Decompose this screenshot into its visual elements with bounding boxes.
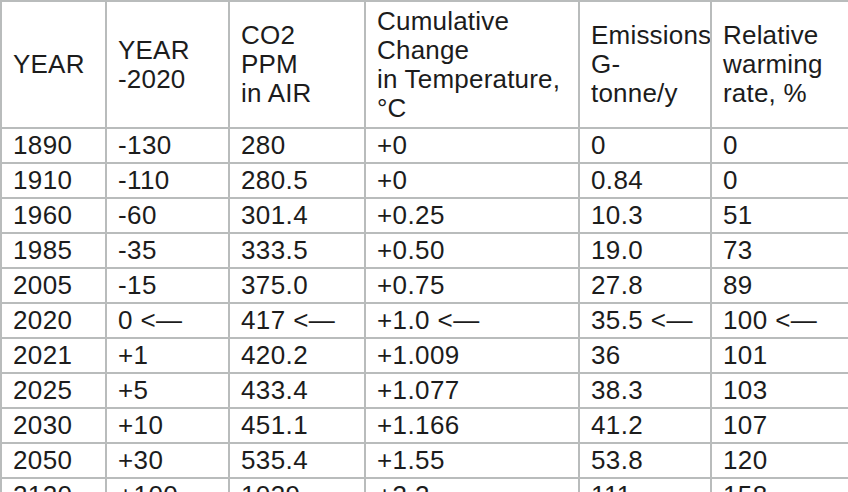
- table-cell: +0.75: [365, 268, 579, 303]
- table-cell: +100: [106, 478, 229, 492]
- header-row: YEARYEAR -2020CO2 PPM in AIRCumulative C…: [1, 1, 848, 128]
- table-cell: 280.5: [229, 163, 365, 198]
- climate-data-table-container: YEARYEAR -2020CO2 PPM in AIRCumulative C…: [0, 0, 848, 492]
- table-cell: 2030: [1, 408, 106, 443]
- table-cell: 120: [711, 443, 848, 478]
- table-cell: +1.077: [365, 373, 579, 408]
- table-cell: 19.0: [579, 233, 711, 268]
- table-cell: +1.009: [365, 338, 579, 373]
- table-cell: +30: [106, 443, 229, 478]
- table-cell: 451.1: [229, 408, 365, 443]
- table-cell: 158: [711, 478, 848, 492]
- table-cell: 41.2: [579, 408, 711, 443]
- table-row-1985: 1985-35333.5+0.5019.073: [1, 233, 848, 268]
- table-cell: 535.4: [229, 443, 365, 478]
- table-cell: 333.5: [229, 233, 365, 268]
- table-cell: -15: [106, 268, 229, 303]
- table-cell: 2021: [1, 338, 106, 373]
- table-row-2021: 2021+1420.2+1.00936101: [1, 338, 848, 373]
- column-header-3: Cumulative Change in Temperature, °C: [365, 1, 579, 128]
- column-header-2: CO2 PPM in AIR: [229, 1, 365, 128]
- table-cell: 1960: [1, 198, 106, 233]
- table-cell: 417 <—: [229, 303, 365, 338]
- table-row-2005: 2005-15375.0+0.7527.889: [1, 268, 848, 303]
- table-cell: 1910: [1, 163, 106, 198]
- table-cell: 1039: [229, 478, 365, 492]
- table-row-2020: 20200 <—417 <—+1.0 <—35.5 <—100 <—: [1, 303, 848, 338]
- table-cell: 2050: [1, 443, 106, 478]
- table-cell: 107: [711, 408, 848, 443]
- column-header-4: Emissions, G-tonne/y: [579, 1, 711, 128]
- table-body: 1890-130280+0001910-110280.5+00.8401960-…: [1, 128, 848, 492]
- table-cell: +1.55: [365, 443, 579, 478]
- table-cell: +0.50: [365, 233, 579, 268]
- table-cell: -110: [106, 163, 229, 198]
- table-cell: +0: [365, 128, 579, 163]
- table-cell: 10.3: [579, 198, 711, 233]
- table-cell: +5: [106, 373, 229, 408]
- table-cell: 36: [579, 338, 711, 373]
- table-cell: +1.166: [365, 408, 579, 443]
- table-cell: 433.4: [229, 373, 365, 408]
- column-header-5: Relative warming rate, %: [711, 1, 848, 128]
- table-cell: 0 <—: [106, 303, 229, 338]
- table-row-1960: 1960-60301.4+0.2510.351: [1, 198, 848, 233]
- table-cell: 0: [711, 163, 848, 198]
- table-row-2120: 2120+1001039+3.2111158: [1, 478, 848, 492]
- table-cell: 0: [579, 128, 711, 163]
- table-cell: 2020: [1, 303, 106, 338]
- table-cell: 111: [579, 478, 711, 492]
- column-header-0: YEAR: [1, 1, 106, 128]
- table-row-1890: 1890-130280+000: [1, 128, 848, 163]
- table-cell: 51: [711, 198, 848, 233]
- table-cell: 38.3: [579, 373, 711, 408]
- table-cell: +1: [106, 338, 229, 373]
- table-cell: 1890: [1, 128, 106, 163]
- climate-data-table: YEARYEAR -2020CO2 PPM in AIRCumulative C…: [0, 0, 848, 492]
- table-cell: 100 <—: [711, 303, 848, 338]
- table-cell: 2025: [1, 373, 106, 408]
- table-cell: 103: [711, 373, 848, 408]
- table-row-2030: 2030+10451.1+1.16641.2107: [1, 408, 848, 443]
- table-cell: +3.2: [365, 478, 579, 492]
- table-row-1910: 1910-110280.5+00.840: [1, 163, 848, 198]
- table-cell: +0.25: [365, 198, 579, 233]
- table-cell: -60: [106, 198, 229, 233]
- table-cell: 280: [229, 128, 365, 163]
- table-cell: 53.8: [579, 443, 711, 478]
- table-cell: 101: [711, 338, 848, 373]
- table-cell: 35.5 <—: [579, 303, 711, 338]
- table-cell: +1.0 <—: [365, 303, 579, 338]
- table-cell: 0: [711, 128, 848, 163]
- table-cell: 2005: [1, 268, 106, 303]
- column-header-1: YEAR -2020: [106, 1, 229, 128]
- table-cell: +10: [106, 408, 229, 443]
- table-cell: 301.4: [229, 198, 365, 233]
- table-cell: 1985: [1, 233, 106, 268]
- table-cell: 2120: [1, 478, 106, 492]
- table-row-2025: 2025+5433.4+1.07738.3103: [1, 373, 848, 408]
- table-cell: 27.8: [579, 268, 711, 303]
- table-cell: -130: [106, 128, 229, 163]
- table-cell: 375.0: [229, 268, 365, 303]
- table-cell: +0: [365, 163, 579, 198]
- table-row-2050: 2050+30535.4+1.5553.8120: [1, 443, 848, 478]
- table-header: YEARYEAR -2020CO2 PPM in AIRCumulative C…: [1, 1, 848, 128]
- table-cell: 89: [711, 268, 848, 303]
- table-cell: 420.2: [229, 338, 365, 373]
- table-cell: -35: [106, 233, 229, 268]
- table-cell: 73: [711, 233, 848, 268]
- table-cell: 0.84: [579, 163, 711, 198]
